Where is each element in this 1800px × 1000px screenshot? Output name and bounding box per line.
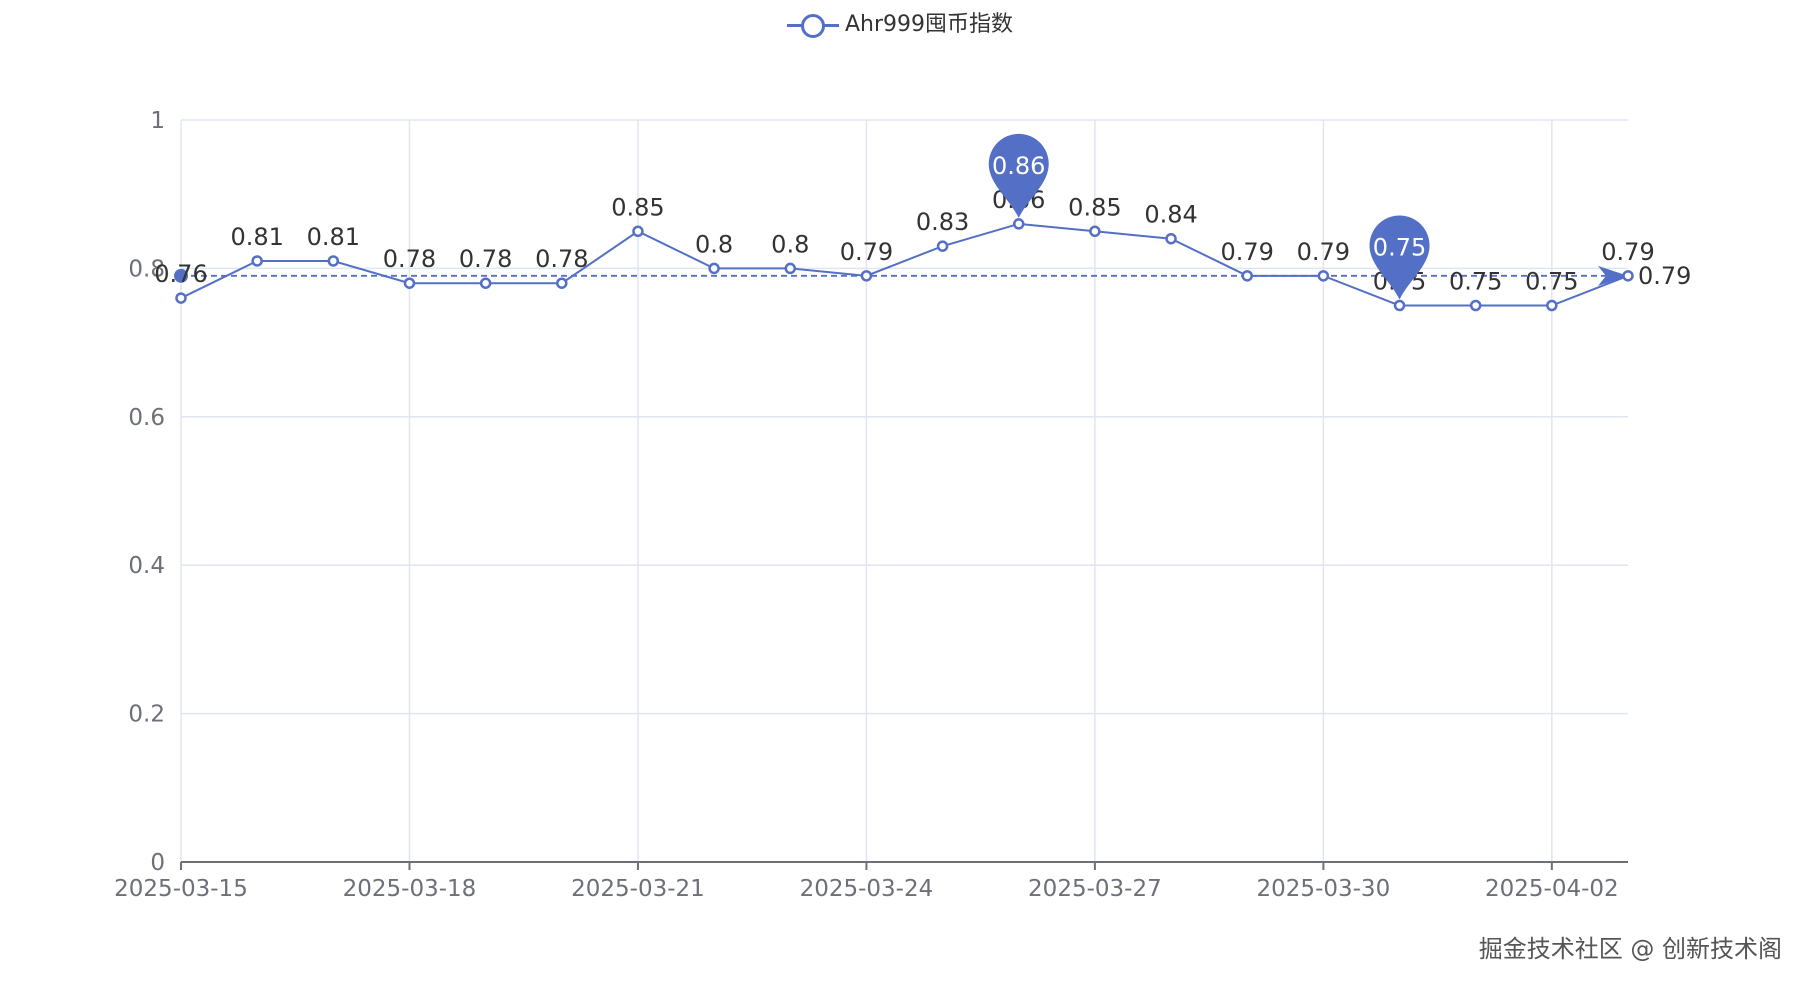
mark-line-label: 0.79 (1638, 262, 1691, 290)
data-label: 0.79 (1220, 238, 1273, 266)
data-label: 0.75 (1449, 268, 1502, 296)
data-label: 0.78 (383, 245, 436, 273)
x-tick-label: 2025-03-30 (1257, 876, 1391, 902)
x-tick-label: 2025-04-02 (1485, 876, 1619, 902)
x-tick-label: 2025-03-15 (114, 876, 248, 902)
data-label: 0.78 (535, 245, 588, 273)
data-label: 0.81 (307, 223, 360, 251)
data-point (1469, 299, 1482, 312)
data-point (403, 277, 416, 289)
data-point (175, 292, 187, 304)
data-point (1241, 270, 1253, 282)
data-label: 0.76 (154, 260, 207, 288)
data-point (479, 277, 492, 289)
legend[interactable]: Ahr999囤币指数 (0, 6, 1800, 38)
data-point (327, 255, 340, 267)
x-tick-label: 2025-03-18 (343, 876, 477, 902)
data-label: 0.83 (916, 208, 969, 236)
y-tick-label: 0 (150, 850, 165, 876)
data-point (1165, 232, 1177, 245)
mark-point-pin-max (988, 133, 1049, 218)
x-tick-label: 2025-03-21 (571, 876, 705, 902)
data-point (1317, 270, 1330, 282)
y-tick-label: 0.8 (128, 256, 165, 282)
data-point (936, 240, 949, 252)
data-label: 0.79 (1297, 238, 1350, 266)
mark-point-pin-min (1369, 215, 1430, 300)
mark-line-arrow-icon (1598, 265, 1628, 286)
y-tick-label: 0.6 (128, 405, 165, 431)
data-label: 0.84 (1144, 201, 1197, 229)
data-label: 0.8 (695, 230, 733, 258)
data-label: 0.8 (771, 230, 809, 258)
legend-label: Ahr999囤币指数 (844, 12, 1014, 37)
y-tick-label: 0.2 (128, 702, 165, 728)
data-point (860, 270, 873, 282)
data-point (1393, 299, 1406, 312)
data-point (708, 262, 720, 275)
data-point (1012, 218, 1025, 230)
x-tick-label: 2025-03-24 (800, 876, 934, 902)
data-label: 0.75 (1525, 268, 1578, 296)
data-point (251, 255, 263, 267)
data-point (1089, 225, 1101, 238)
data-label: 0.79 (1601, 238, 1654, 266)
data-point (1546, 299, 1558, 312)
legend-line-marker-icon (786, 13, 839, 38)
data-label: 0.79 (840, 238, 893, 266)
y-tick-label: 1 (150, 108, 165, 134)
y-tick-label: 0.4 (128, 553, 165, 579)
data-label: 0.81 (230, 223, 283, 251)
series-line (180, 222, 1629, 307)
mark-line-start-dot (174, 268, 188, 283)
data-label: 0.85 (611, 193, 664, 221)
mark-point-label-max: 0.86 (992, 152, 1045, 180)
data-point (556, 277, 568, 289)
data-point (784, 262, 797, 275)
watermark: 掘金技术社区 @ 创新技术阁 (1478, 935, 1782, 963)
data-label: 0.78 (459, 245, 512, 273)
mark-point-label-min: 0.75 (1373, 234, 1426, 262)
x-tick-label: 2025-03-27 (1028, 876, 1162, 902)
data-point (632, 225, 644, 238)
data-point (1622, 270, 1634, 282)
data-label: 0.85 (1068, 193, 1121, 221)
